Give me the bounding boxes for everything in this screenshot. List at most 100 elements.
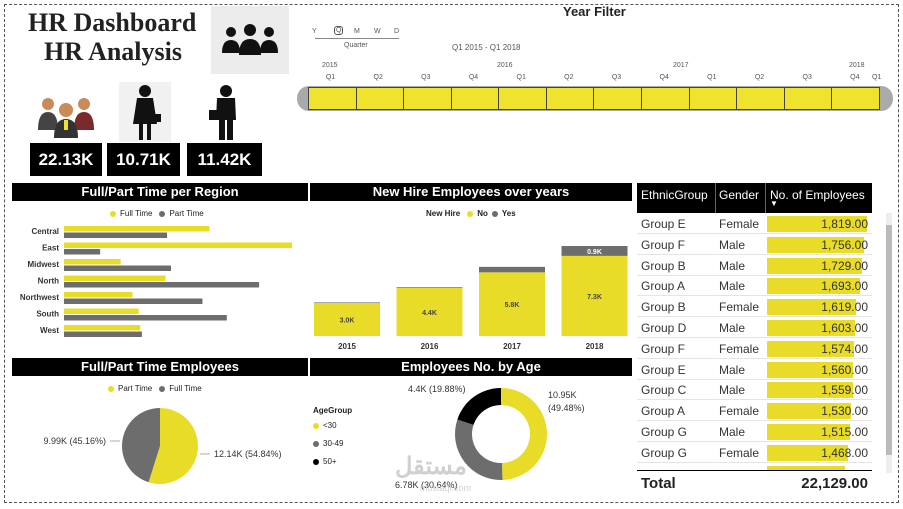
table-row[interactable]: Group G Male 1,515.00 [637,422,872,442]
cell-ethnic-group: Group F [641,237,686,252]
timeline-segment[interactable] [547,88,595,109]
region-bar [64,265,171,271]
data-bar [767,299,856,316]
employment-legend: Part Time Full Time [108,384,202,393]
table-row [637,464,872,470]
region-tick-label: Northwest [20,293,59,302]
legend-yes: Yes [501,209,516,218]
quarter-label: Q4 [659,74,669,81]
timeline-segment[interactable] [404,88,452,109]
sort-desc-icon[interactable]: ▼ [770,199,778,208]
legend-swatch [159,385,166,392]
table-row[interactable]: Group E Female 1,819.00 [637,214,872,234]
region-legend: Full Time Part Time [110,209,204,218]
cell-employees: 1,819.00 [821,217,868,231]
total-value: 22,129.00 [801,475,868,492]
timeline-segment[interactable] [499,88,547,109]
timeline-segment[interactable] [737,88,785,109]
table-row[interactable]: Group B Female 1,619.00 [637,297,872,318]
date-level-selector[interactable]: Y Q M W D [312,26,404,46]
table-header: EthnicGroup Gender No. of Employees ▼ [637,183,872,213]
cell-employees: 1,468.00 [821,445,868,460]
timeline-segment[interactable] [690,88,738,109]
region-bar [64,325,141,331]
donut-data-label: 6.78K (30.64%) [395,480,458,490]
cell-gender: Male [719,383,746,398]
new-hire-data-label: 7.3K [587,294,602,301]
dashboard-frame [4,4,899,503]
age-legend-item: 50+ [313,457,337,466]
region-bar [64,232,168,238]
region-tick-label: North [38,277,59,286]
cell-ethnic-group: Group C [641,383,687,398]
donut-data-label: 10.95K [548,390,577,400]
quarter-label: Q4 [468,74,479,81]
level-year[interactable]: Y [312,28,317,35]
cell-employees: 1,559.00 [821,383,868,398]
year-tick-label: 2018 [586,342,604,351]
table-row[interactable]: Group C Male 1,559.00 [637,380,872,401]
level-quarter[interactable]: Q [334,26,344,35]
timeline-segment[interactable] [357,88,405,109]
dashboard-subtitle: HR Analysis [44,37,182,66]
legend-full-time: Full Time [120,209,153,218]
timeline-segment[interactable] [832,88,879,109]
table-row[interactable]: Group F Male 1,756.00 [637,235,872,255]
col-ethnic-group[interactable]: EthnicGroup [641,188,708,202]
level-day[interactable]: D [394,28,400,35]
chart-title-region: Full/Part Time per Region [12,183,308,201]
scroll-thumb[interactable] [886,225,892,455]
table-row[interactable]: Group F Female 1,574.00 [637,339,872,359]
donut-slice [457,388,501,425]
legend-swatch [467,210,474,217]
cell-employees: 1,729.00 [821,258,868,273]
region-bar [64,275,166,281]
timeline-segment[interactable] [309,88,357,109]
timeline-selection[interactable] [308,87,880,110]
year-tick-label: 2017 [503,342,521,351]
table-row[interactable]: Group D Male 1,603.00 [637,318,872,338]
cell-employees: 1,530.00 [821,404,868,419]
cell-ethnic-group: Group G [641,445,688,460]
cell-employees: 1,515.00 [821,425,868,439]
timeline-segment[interactable] [642,88,690,109]
level-week[interactable]: W [374,28,381,35]
region-tick-label: East [42,244,59,253]
legend-swatch [491,210,498,217]
col-gender[interactable]: Gender [719,188,760,202]
cell-employees: 1,756.00 [821,237,868,252]
year-label: 2016 [497,62,513,69]
pie-data-label: 9.99K (45.16%) [43,436,106,446]
table-row[interactable]: Group B Male 1,729.00 [637,256,872,276]
data-bar [767,216,867,232]
data-bar [767,278,861,295]
region-tick-label: South [36,310,59,319]
legend-swatch [313,440,319,447]
legend-label: 50+ [323,457,337,466]
table-row[interactable]: Group A Female 1,530.00 [637,401,872,422]
table-row[interactable]: Group E Male 1,560.00 [637,360,872,380]
age-legend-item: <30 [313,421,337,430]
table-row[interactable]: Group A Male 1,693.00 [637,276,872,297]
legend-full-time: Full Time [169,384,202,393]
year-label: 2018 [849,62,865,69]
region-bar-chart: Central East Midwest North Northwest South Wes… [20,226,293,337]
cell-gender: Male [719,258,746,273]
cell-ethnic-group: Group B [641,300,686,315]
region-bar [64,298,203,304]
table-row[interactable]: Group G Female 1,468.00 [637,443,872,463]
col-employees[interactable]: No. of Employees [770,188,865,202]
chart-title-new-hire: New Hire Employees over years [310,183,632,201]
table-scrollbar[interactable] [886,213,892,473]
kpi-total-employees: 22.13K [30,143,102,176]
quarter-labels: Q1 Q2 Q3 Q4 Q1 Q2 Q3 Q4 Q1 Q2 Q3 Q4 Q1 [308,74,882,84]
timeline-segment[interactable] [785,88,833,109]
level-month[interactable]: M [354,28,360,35]
timeline-segment[interactable] [452,88,500,109]
table-total-row: Total 22,129.00 [637,470,872,496]
new-hire-data-label: 0.9K [587,249,602,256]
legend-swatch [313,422,319,429]
timeline-segment[interactable] [594,88,643,109]
range-label: Q1 2015 - Q1 2018 [452,43,521,52]
cell-employees: 1,693.00 [821,279,868,294]
